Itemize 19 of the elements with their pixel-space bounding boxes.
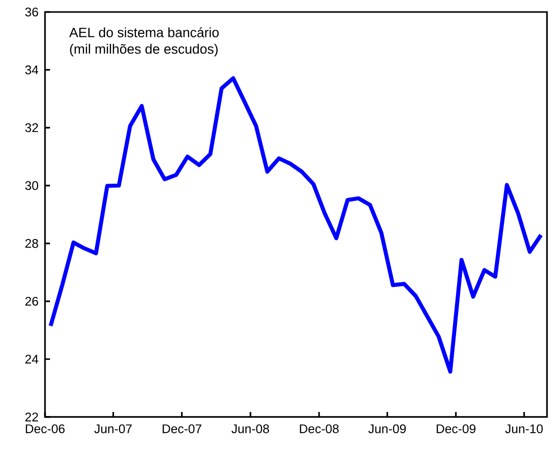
x-tick-label: Jun-09 <box>368 424 406 434</box>
x-tick-label: Dec-07 <box>162 424 202 434</box>
x-tick-label: Jun-10 <box>505 424 543 434</box>
text: AEL do sistema bancário <box>69 27 219 38</box>
x-tick-label: Dec-06 <box>26 424 65 434</box>
y-tick-label: 26 <box>25 296 38 306</box>
x-tick-label: Dec-09 <box>436 424 476 434</box>
x-tick-label: Jun-07 <box>94 424 132 434</box>
y-tick-label: 30 <box>25 181 38 190</box>
y-tick-label: 34 <box>25 65 38 74</box>
x-tick-label: Jun-08 <box>232 424 270 434</box>
line-series <box>48 76 543 374</box>
text: (mil milhões de escudos) <box>70 44 218 56</box>
y-tick-label: 28 <box>25 239 38 248</box>
y-tick-label: 32 <box>25 123 38 132</box>
y-tick-label: 22 <box>25 412 38 422</box>
y-tick-label: 36 <box>25 8 38 16</box>
x-tick-label: Dec-08 <box>300 424 339 434</box>
y-tick-label: 24 <box>25 354 38 364</box>
